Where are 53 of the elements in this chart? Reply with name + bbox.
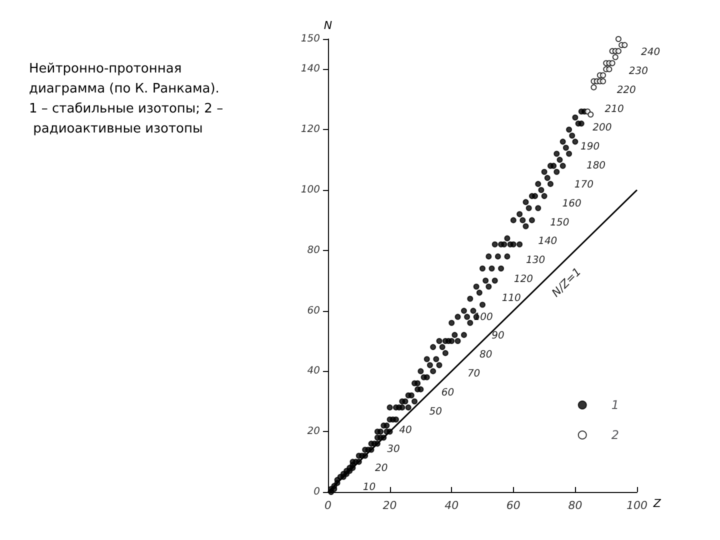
annotation: 70 (467, 368, 480, 380)
x-tick-label: 40 (444, 499, 459, 512)
annotation: 30 (387, 444, 400, 456)
annotation: 130 (526, 255, 546, 266)
point (600, 78, 606, 84)
annotation: 80 (480, 350, 492, 361)
point (609, 60, 616, 66)
annotation: 90 (492, 330, 504, 342)
y-tick-label: 100 (300, 184, 320, 196)
annotation: 150 (550, 217, 570, 228)
y-tick-label: 150 (300, 34, 320, 44)
y-tick-label: 80 (307, 244, 320, 256)
annotation: 160 (562, 198, 582, 210)
legend-label: 1 (611, 398, 620, 412)
x-tick-label: 80 (568, 499, 582, 512)
point (606, 66, 612, 72)
point (615, 36, 622, 42)
annotation: 110 (502, 292, 521, 304)
point (590, 84, 597, 90)
annotation: 220 (616, 84, 636, 96)
point (612, 54, 618, 60)
annotation: 190 (580, 142, 600, 153)
point (615, 48, 622, 54)
annotation: 200 (592, 122, 612, 134)
legend-label: 2 (611, 428, 620, 442)
annotation: 140 (538, 236, 558, 248)
annotation: 210 (604, 104, 624, 115)
text: 240 (641, 47, 660, 58)
annotation: 170 (574, 179, 594, 190)
point (622, 42, 628, 48)
x-tick-label: 60 (506, 499, 520, 512)
annotation: 20 (374, 463, 388, 474)
y-axis-title: N (324, 19, 332, 32)
x-tick-label: 20 (382, 499, 397, 512)
x-axis-title: Z (652, 497, 662, 510)
y-tick-label: 60 (307, 305, 320, 316)
text: Нейтронно-протонная диаграмма (по К. Ранкама). 1 – стабильные изотопы; 2 – радиоактивные изотопы (29, 62, 224, 136)
y-tick-label: 140 (300, 64, 320, 75)
x-tick-label: 100 (626, 499, 648, 512)
annotation: 120 (514, 274, 533, 285)
annotation: 230 (628, 66, 648, 77)
annotation: 40 (399, 425, 412, 436)
x-tick-label: 0 (324, 499, 332, 512)
annotation: 50 (429, 406, 442, 418)
y-tick-label: 20 (307, 426, 320, 438)
y-tick-label: 0 (314, 486, 320, 498)
annotation: 60 (441, 387, 454, 398)
annotation: 180 (586, 160, 606, 172)
point (600, 72, 606, 78)
annotation: 10 (362, 482, 376, 493)
point (588, 112, 594, 118)
y-tick-label: 40 (307, 366, 320, 377)
y-tick-label: 120 (300, 124, 320, 136)
